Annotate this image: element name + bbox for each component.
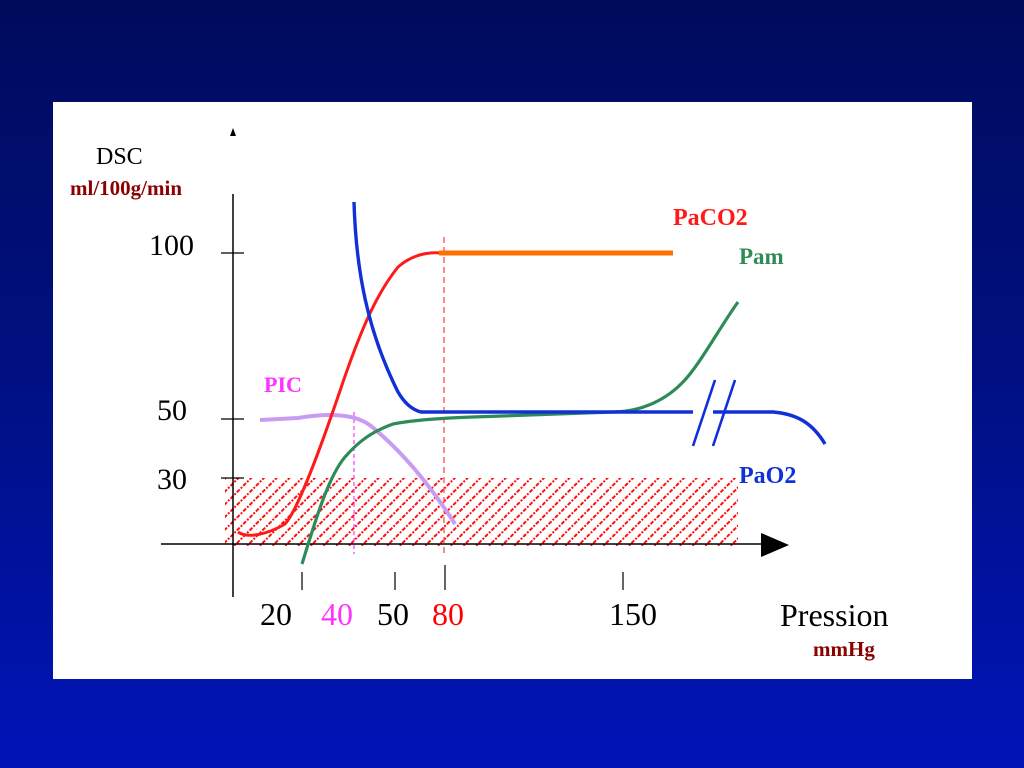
series-label-pao2: PaO2: [739, 463, 796, 489]
y-axis-unit: ml/100g/min: [70, 176, 182, 200]
axis-break-mark: [691, 379, 717, 447]
y-tick-label: 100: [149, 229, 194, 262]
x-tick-label: 50: [377, 596, 409, 632]
y-axis-arrow: [230, 128, 236, 136]
x-tick-label: 80: [432, 596, 464, 632]
x-tick-label: 150: [609, 596, 657, 632]
pao2-curve-tail: [713, 410, 827, 445]
x-tick-label: 40: [321, 596, 353, 632]
x-axis-title: Pression: [780, 597, 888, 633]
x-tick-label: 20: [260, 596, 292, 632]
y-tick-label: 30: [157, 463, 187, 496]
autoregulation-chart: DSC ml/100g/min 100 50 30 20 40 50 80 15…: [70, 128, 888, 661]
series-label-pic: PIC: [264, 372, 302, 397]
y-axis-title: DSC: [96, 144, 143, 170]
ischemia-zone: [225, 478, 738, 546]
y-tick-label: 50: [157, 394, 187, 427]
axis-break-mark: [711, 379, 737, 447]
chart-panel: DSC ml/100g/min 100 50 30 20 40 50 80 15…: [53, 102, 972, 679]
x-axis-unit: mmHg: [813, 637, 875, 661]
paco2-curve: [237, 251, 442, 537]
x-axis-arrow: [761, 533, 789, 557]
series-label-pam: Pam: [739, 244, 784, 269]
pam-curve: [300, 301, 740, 565]
series-label-paco2: PaCO2: [673, 205, 748, 231]
pic-curve: [259, 413, 457, 526]
pao2-curve: [352, 201, 693, 414]
axes: [161, 128, 789, 597]
